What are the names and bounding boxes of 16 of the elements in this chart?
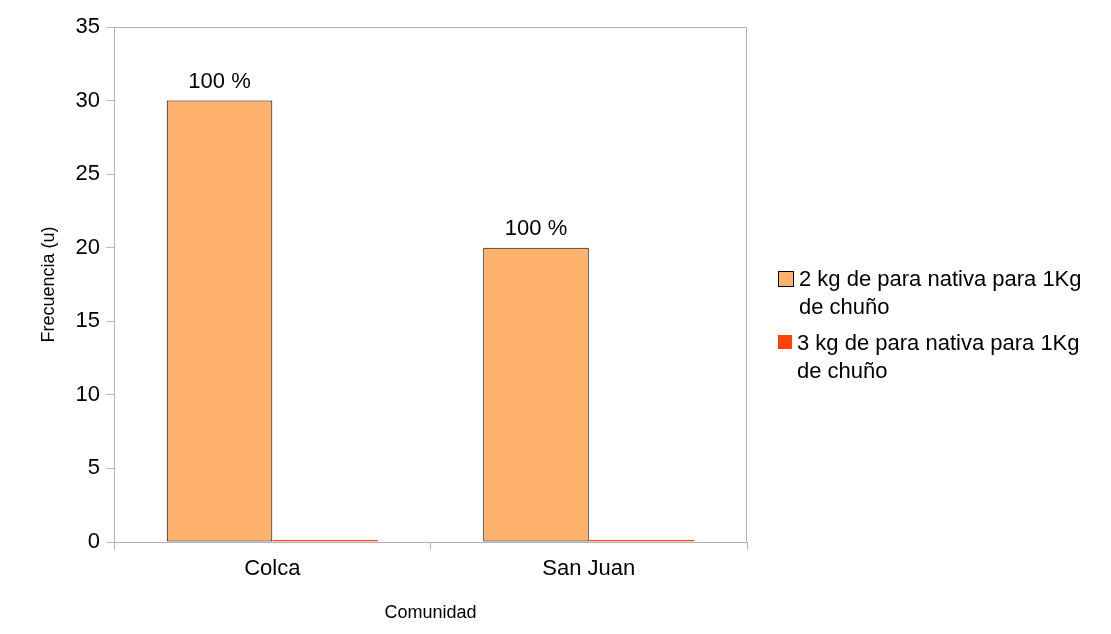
legend-label: 3 kg de para nativa para 1Kg de chuño (797, 329, 1081, 385)
y-tick-label: 5 (87, 454, 101, 480)
x-axis-title: Comunidad (384, 602, 477, 623)
y-axis-title: Frecuencia (u) (37, 226, 58, 343)
annotation: 100 % (188, 67, 251, 93)
x-tick-label: San Juan (542, 555, 636, 581)
y-tick-label: 10 (75, 380, 101, 406)
y-tick-label: 15 (75, 307, 101, 333)
legend-label: 2 kg de para nativa para 1Kg de chuño (799, 265, 1083, 321)
y-tick-label: 30 (75, 86, 101, 112)
y-tick-label: 0 (87, 528, 101, 554)
y-tick-label: 35 (75, 13, 101, 39)
x-tick-label: Colca (244, 555, 302, 581)
annotation: 100 % (504, 214, 568, 240)
y-tick-label: 20 (75, 233, 101, 259)
y-tick-label: 25 (75, 160, 101, 186)
